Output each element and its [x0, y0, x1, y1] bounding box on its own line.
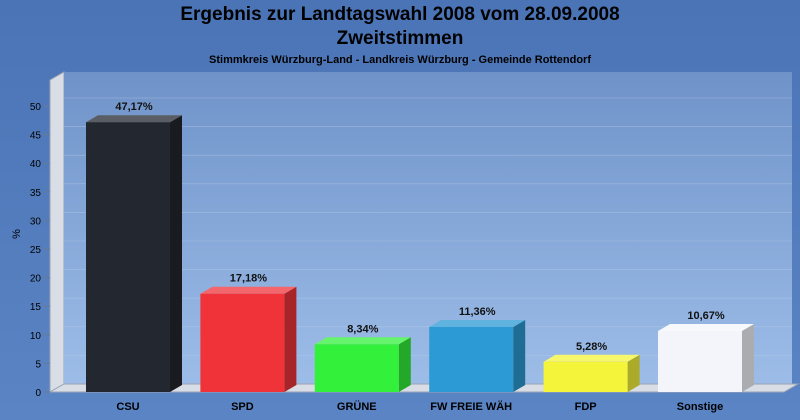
y-tick-label: 45 — [30, 131, 42, 142]
bar-top — [543, 354, 640, 362]
bar-top — [429, 320, 526, 328]
chart-title: Ergebnis zur Landtagswahl 2008 vom 28.09… — [180, 4, 620, 25]
bar-front — [86, 122, 170, 393]
y-tick-label: 10 — [30, 331, 42, 342]
bar-front — [543, 361, 628, 392]
bar-3 — [429, 320, 526, 392]
chart-region-subtitle: Stimmkreis Würzburg-Land - Landkreis Wür… — [209, 54, 591, 66]
x-tick-label: FW FREIE WÄH — [430, 400, 512, 413]
y-tick-label: 50 — [30, 102, 42, 113]
bar-value-label: 17,18% — [230, 273, 268, 285]
y-tick-label: 35 — [30, 188, 42, 199]
bar-side — [284, 286, 297, 392]
bar-top — [314, 337, 411, 345]
bar-top — [658, 323, 754, 331]
x-tick-label: GRÜNE — [337, 400, 377, 413]
y-axis-label: % — [11, 229, 23, 239]
bar-1 — [200, 286, 297, 392]
bar-value-label: 8,34% — [347, 323, 378, 335]
bar-5 — [658, 323, 754, 392]
bar-top — [86, 115, 182, 123]
y-tick-label: 15 — [30, 302, 42, 313]
y-tick-label: 20 — [30, 274, 42, 285]
y-tick-label: 25 — [30, 245, 42, 256]
bar-side — [398, 337, 411, 392]
bar-side — [627, 354, 640, 392]
x-tick-label: SPD — [231, 401, 254, 413]
y-tick-label: 5 — [35, 359, 41, 370]
bar-2 — [314, 337, 411, 392]
y-tick-label: 40 — [30, 159, 42, 170]
bar-side — [170, 115, 182, 393]
x-tick-label: CSU — [116, 401, 139, 413]
y-tick-label: 0 — [35, 388, 41, 399]
bar-side — [742, 323, 754, 392]
bar-front — [658, 330, 742, 392]
bar-top — [200, 286, 297, 294]
bar-front — [200, 293, 285, 392]
bar-0 — [86, 115, 182, 393]
bar-value-label: 10,67% — [687, 310, 725, 322]
bar-front — [429, 327, 514, 392]
y-tick-label: 30 — [30, 216, 42, 227]
bar-4 — [543, 354, 640, 392]
bar-front — [314, 344, 399, 392]
bar-value-label: 5,28% — [576, 341, 607, 353]
x-tick-label: Sonstige — [677, 401, 723, 413]
bar-value-label: 47,17% — [115, 101, 153, 113]
chart-subtitle: Zweitstimmen — [336, 28, 464, 49]
plot-left-wall — [49, 71, 65, 393]
bar-side — [513, 320, 526, 392]
x-tick-label: FDP — [575, 401, 597, 413]
bar-value-label: 11,36% — [459, 306, 496, 318]
